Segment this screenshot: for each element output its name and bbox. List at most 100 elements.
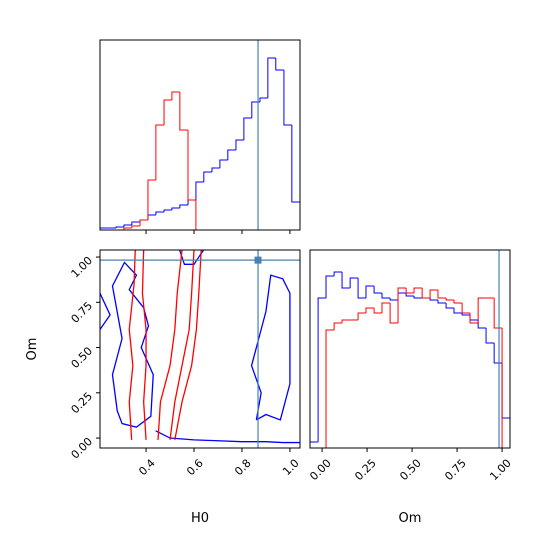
histogram-step — [365, 285, 375, 298]
histogram-step — [469, 315, 479, 321]
contour-line — [174, 249, 202, 440]
histogram-step — [325, 275, 335, 298]
histogram-step — [421, 288, 431, 299]
histogram-step — [219, 159, 228, 168]
histogram-step — [389, 298, 399, 301]
histogram-step — [501, 363, 511, 448]
histogram-step — [251, 101, 260, 118]
truth-marker — [254, 256, 262, 264]
histogram-step — [477, 320, 487, 329]
y-tick-label: 0.75 — [69, 299, 96, 326]
histogram-step — [115, 226, 124, 228]
histogram-step — [155, 124, 165, 180]
histogram-step — [187, 199, 196, 205]
histogram-step — [357, 278, 366, 299]
x-tick-label: 0.8 — [232, 457, 254, 479]
contour-line — [169, 249, 195, 440]
axes-frame — [99, 39, 301, 231]
axes-frame — [99, 249, 301, 449]
histogram-step — [389, 303, 399, 324]
y-tick-label: 0.50 — [69, 344, 96, 371]
histogram-step — [429, 289, 438, 298]
histogram-step — [179, 204, 189, 208]
histogram-step — [453, 308, 463, 314]
histogram-step — [485, 328, 495, 344]
histogram-step — [155, 211, 165, 215]
contour-line — [128, 249, 136, 440]
histogram-step — [437, 290, 447, 299]
histogram-step — [461, 303, 471, 314]
histogram-step — [163, 99, 172, 125]
histogram-step — [373, 286, 383, 294]
histogram-step — [243, 117, 252, 140]
histogram-step — [317, 297, 327, 442]
histogram-step — [461, 313, 471, 316]
histogram-step — [195, 200, 204, 231]
histogram-step — [131, 225, 141, 228]
y-tick-label: 0.00 — [69, 435, 96, 462]
histogram-step — [333, 271, 343, 276]
histogram-step — [429, 298, 438, 301]
x-tick-label: 0.25 — [352, 457, 379, 484]
histogram-step — [227, 149, 236, 160]
x-tick-label: 0.4 — [136, 457, 158, 479]
histogram-step — [195, 181, 204, 200]
histogram-step — [341, 319, 351, 323]
histogram-step — [477, 297, 487, 323]
contour-line — [99, 292, 111, 330]
histogram-step — [259, 97, 268, 102]
histogram-step — [139, 219, 148, 226]
histogram-step — [341, 272, 351, 289]
histogram-step — [131, 221, 141, 225]
histogram-step — [493, 343, 503, 364]
x-axis-label: H0 — [191, 511, 209, 526]
x-tick-label: 0.6 — [184, 457, 206, 479]
histogram-step — [283, 70, 292, 126]
histogram-step — [235, 139, 244, 150]
histogram-step — [397, 287, 407, 323]
histogram-step — [501, 328, 510, 449]
histogram-step — [147, 214, 156, 220]
histogram-step — [381, 302, 391, 313]
histogram-step — [373, 308, 383, 314]
histogram-step — [309, 441, 319, 448]
histogram-step — [333, 322, 343, 330]
histogram-step — [437, 300, 447, 304]
axes-frame — [309, 249, 511, 449]
histogram-step — [405, 288, 415, 294]
x-tick-label: 0.50 — [397, 457, 424, 484]
histogram-step — [171, 207, 180, 210]
histogram-step — [357, 312, 366, 320]
histogram-step — [493, 298, 503, 329]
histogram-step — [123, 224, 132, 227]
histogram-step — [453, 300, 463, 304]
x-tick-label: 0.75 — [442, 457, 469, 484]
histogram-step — [267, 57, 276, 98]
histogram-step — [413, 296, 423, 299]
histogram-step — [275, 58, 284, 71]
y-axis-label: Om — [25, 338, 40, 361]
histogram-step — [147, 179, 156, 220]
histogram-step — [163, 209, 172, 212]
y-tick-label: 1.00 — [69, 254, 96, 281]
histogram-step — [171, 91, 180, 100]
histogram-step — [381, 293, 391, 299]
x-axis-label: Om — [399, 511, 422, 526]
histogram-step — [405, 293, 415, 297]
contour-line — [250, 274, 291, 421]
x-tick-label: 1.0 — [280, 457, 302, 479]
histogram-step — [349, 277, 359, 288]
histogram-step — [291, 125, 301, 230]
x-tick-label: 1.00 — [487, 457, 514, 484]
contour-line — [141, 249, 147, 440]
histogram-step — [325, 329, 335, 448]
contour-line — [157, 249, 183, 440]
contour-line — [155, 430, 300, 444]
x-tick-label: 0.00 — [307, 457, 334, 484]
histogram-step — [211, 167, 220, 172]
histogram-step — [203, 171, 212, 182]
histogram-step — [469, 313, 479, 324]
y-tick-label: 0.25 — [69, 390, 96, 417]
contour-line — [111, 261, 154, 428]
